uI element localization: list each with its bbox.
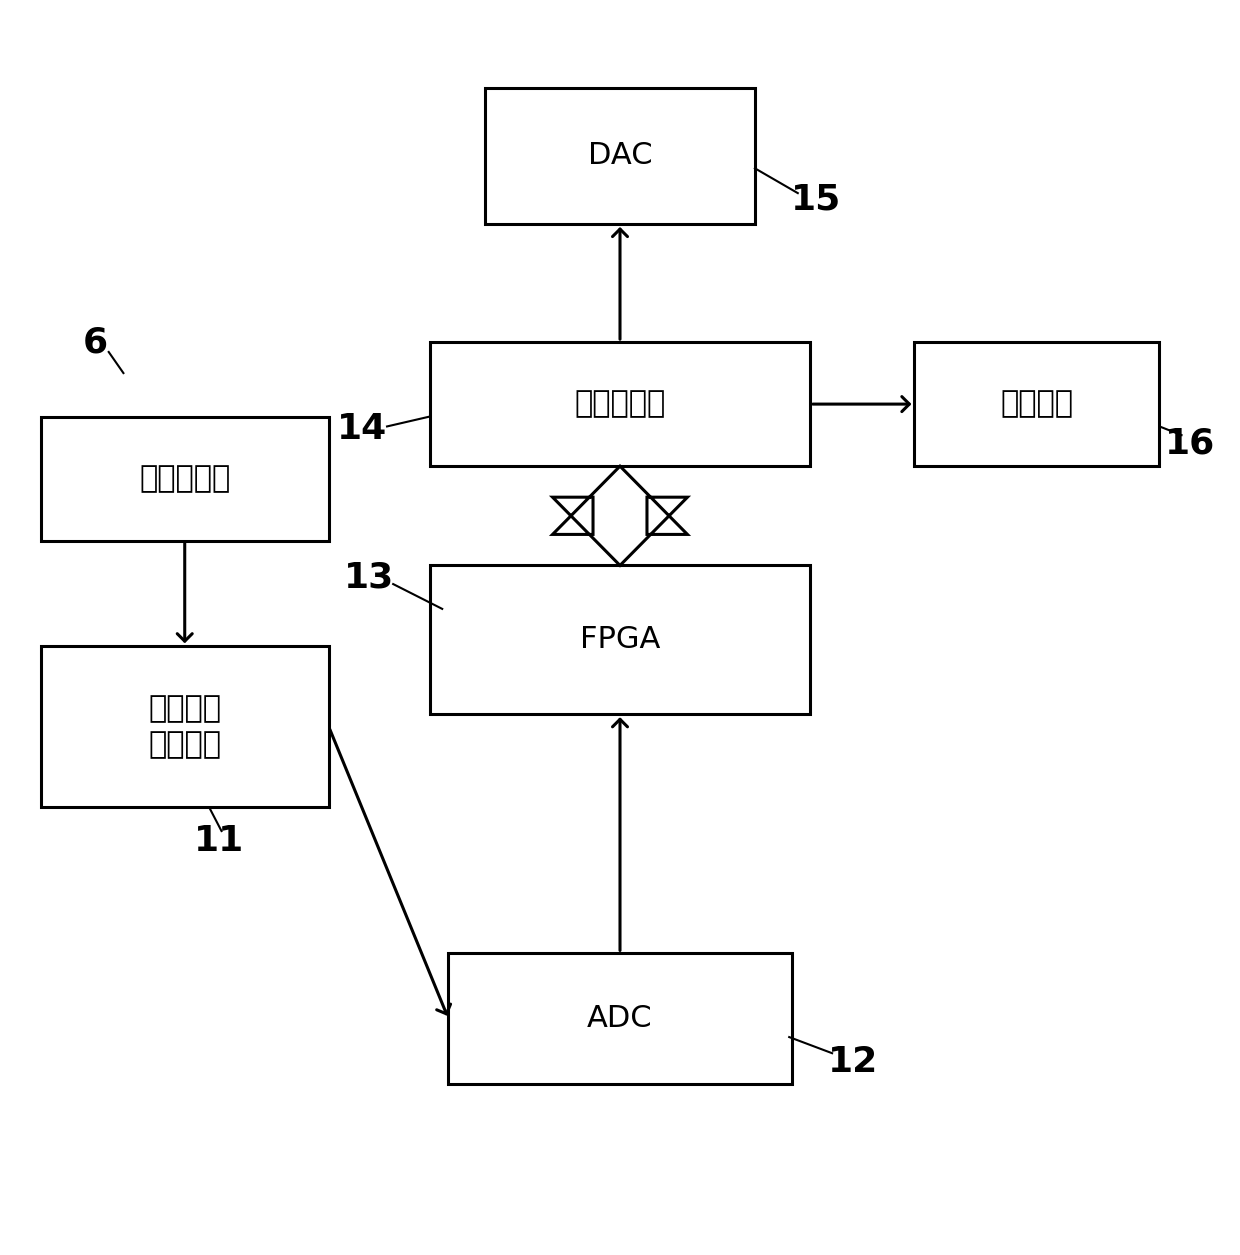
Text: FPGA: FPGA (580, 625, 660, 654)
Bar (430, 343, 810, 466)
Bar (485, 88, 755, 225)
Text: 13: 13 (343, 561, 394, 595)
Text: 11: 11 (193, 825, 244, 858)
Bar (41, 646, 329, 807)
Text: 光电探测器: 光电探测器 (139, 464, 231, 493)
Text: 6: 6 (83, 325, 108, 359)
Text: DAC: DAC (588, 142, 652, 171)
Text: 12: 12 (828, 1045, 878, 1079)
Text: 15: 15 (791, 182, 841, 216)
Text: 14: 14 (337, 412, 388, 446)
Text: 锁相单片机: 锁相单片机 (574, 389, 666, 419)
Text: 16: 16 (1166, 427, 1215, 461)
Polygon shape (553, 466, 687, 566)
Text: ADC: ADC (588, 1004, 652, 1033)
Text: 串口接口: 串口接口 (1001, 389, 1074, 419)
Bar (430, 566, 810, 714)
Text: 模拟信号
处理电路: 模拟信号 处理电路 (149, 694, 221, 759)
Bar (41, 417, 329, 541)
Bar (914, 343, 1159, 466)
Bar (449, 954, 791, 1083)
